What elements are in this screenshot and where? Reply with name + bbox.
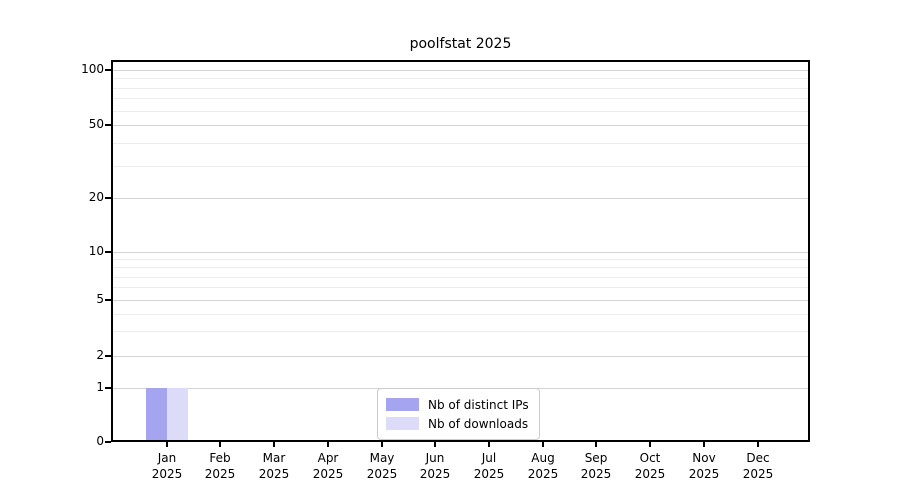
gridline-minor: [111, 331, 810, 332]
legend-box: Nb of distinct IPs Nb of downloads: [377, 388, 540, 440]
gridline-major: [111, 198, 810, 199]
y-tick-label: 10: [88, 244, 104, 258]
x-tick-mark: [327, 442, 329, 447]
gridline-minor: [111, 277, 810, 278]
y-tick-label: 0: [96, 434, 104, 448]
x-tick-mark: [542, 442, 544, 447]
bar-downloads-jan: [167, 388, 188, 440]
x-tick-label: Jun 2025: [419, 451, 451, 481]
plot-spine-left: [111, 60, 113, 442]
y-tick-label: 5: [96, 292, 104, 306]
y-tick-label: 1: [96, 380, 104, 394]
y-tick-label: 100: [81, 62, 104, 76]
x-tick-label: Sep 2025: [580, 451, 612, 481]
gridline-minor: [111, 314, 810, 315]
x-tick-label: Apr 2025: [312, 451, 344, 481]
gridline-minor: [111, 143, 810, 144]
plot-area: Nb of distinct IPs Nb of downloads: [111, 60, 810, 442]
x-tick-mark: [488, 442, 490, 447]
x-tick-label: Jul 2025: [473, 451, 505, 481]
legend-swatch-distinct-ips: [386, 398, 419, 411]
x-tick-label: Nov 2025: [688, 451, 720, 481]
gridline-minor: [111, 88, 810, 89]
y-tick-label: 20: [88, 190, 104, 204]
gridline-minor: [111, 267, 810, 268]
x-tick-mark: [273, 442, 275, 447]
legend-label-downloads: Nb of downloads: [428, 416, 529, 431]
x-tick-label: Jan 2025: [151, 451, 183, 481]
y-tick-mark: [105, 299, 111, 301]
y-tick-mark: [105, 387, 111, 389]
x-tick-mark: [757, 442, 759, 447]
gridline-major: [111, 356, 810, 357]
gridline-minor: [111, 98, 810, 99]
x-tick-label: Mar 2025: [258, 451, 290, 481]
gridline-minor: [111, 78, 810, 79]
x-tick-label: Feb 2025: [204, 451, 236, 481]
x-tick-mark: [703, 442, 705, 447]
x-tick-mark: [649, 442, 651, 447]
gridline-minor: [111, 111, 810, 112]
x-tick-mark: [595, 442, 597, 447]
gridline-minor: [111, 287, 810, 288]
x-tick-label: Dec 2025: [742, 451, 774, 481]
gridline-minor: [111, 166, 810, 167]
legend-row: Nb of distinct IPs: [386, 395, 529, 414]
chart-title: poolfstat 2025: [409, 36, 512, 52]
legend-label-distinct-ips: Nb of distinct IPs: [428, 397, 529, 412]
gridline-major: [111, 125, 810, 126]
x-tick-mark: [381, 442, 383, 447]
gridline-major: [111, 252, 810, 253]
y-tick-mark: [105, 124, 111, 126]
x-tick-mark: [219, 442, 221, 447]
y-tick-label: 2: [96, 348, 104, 362]
plot-spine-right: [808, 60, 810, 442]
y-tick-mark: [105, 441, 111, 443]
plot-spine-bottom: [111, 440, 810, 442]
x-tick-label: May 2025: [366, 451, 398, 481]
y-tick-label: 50: [88, 117, 104, 131]
gridline-major: [111, 70, 810, 71]
y-tick-mark: [105, 251, 111, 253]
y-tick-mark: [105, 355, 111, 357]
x-tick-mark: [166, 442, 168, 447]
legend-swatch-downloads: [386, 417, 419, 430]
bar-distinct-ips-jan: [146, 388, 167, 440]
legend-row: Nb of downloads: [386, 414, 529, 433]
x-tick-mark: [434, 442, 436, 447]
gridline-minor: [111, 259, 810, 260]
y-tick-mark: [105, 69, 111, 71]
x-tick-label: Aug 2025: [527, 451, 559, 481]
gridline-major: [111, 300, 810, 301]
x-tick-label: Oct 2025: [634, 451, 666, 481]
y-tick-mark: [105, 197, 111, 199]
plot-spine-top: [111, 60, 810, 62]
